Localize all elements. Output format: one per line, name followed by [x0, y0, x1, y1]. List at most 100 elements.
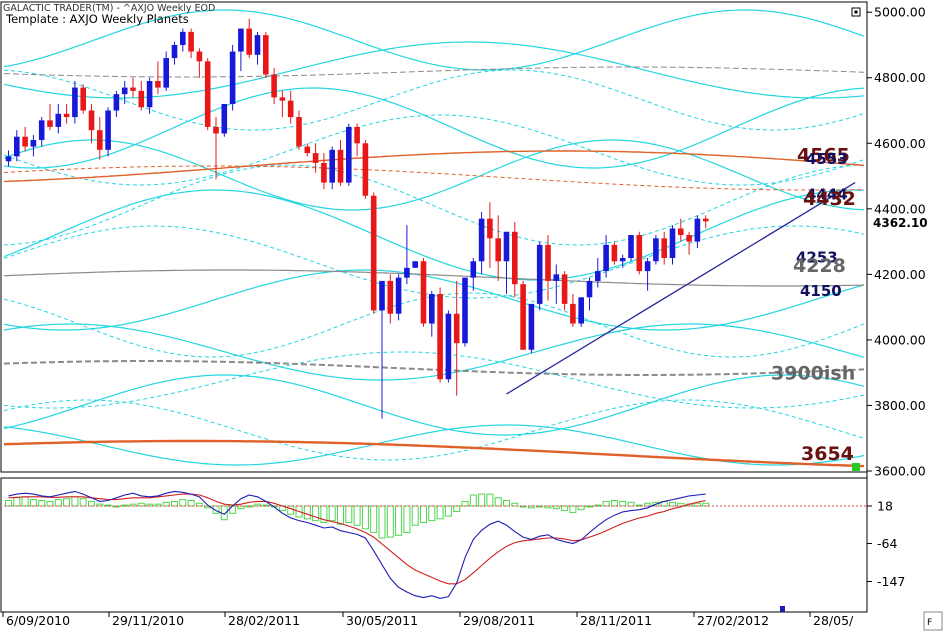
candle-body — [271, 74, 277, 98]
green-marker-icon — [852, 463, 860, 471]
candle — [470, 257, 477, 291]
candle-body — [287, 100, 294, 118]
candle-body — [171, 44, 178, 59]
planet-curve — [4, 374, 865, 436]
candle — [121, 81, 128, 104]
histogram-bar — [527, 505, 535, 509]
candle — [362, 140, 369, 199]
candle-body — [694, 218, 701, 242]
candle — [603, 235, 609, 278]
candle-body — [47, 120, 53, 127]
candle-body — [395, 277, 402, 314]
candle — [453, 280, 460, 396]
y-tick-label: 4600.00 — [874, 136, 926, 151]
candle-body — [478, 218, 485, 262]
candle — [329, 146, 335, 190]
candle — [379, 280, 385, 419]
candle — [536, 241, 543, 311]
candle-body — [180, 31, 186, 45]
level-annotation: 4228 — [793, 255, 846, 277]
candle — [155, 61, 161, 95]
candle — [661, 231, 667, 265]
planet-curve — [4, 87, 865, 169]
candle-body — [105, 110, 111, 150]
candle-body — [238, 28, 244, 52]
level-annotation: 4432 — [803, 188, 856, 210]
candle-body — [595, 271, 601, 281]
candle-body — [503, 231, 510, 262]
candle — [97, 117, 103, 160]
histogram-bar — [602, 500, 610, 507]
histogram-bar — [644, 502, 652, 507]
y-tick-label: 4200.00 — [874, 267, 926, 282]
candle — [105, 107, 111, 157]
candle-body — [155, 81, 161, 88]
candle-body — [470, 261, 477, 278]
candle-body — [536, 244, 543, 304]
candle — [14, 130, 20, 162]
candle-body — [14, 136, 20, 157]
level-annotation: 4253 — [796, 248, 838, 266]
candle-body — [611, 244, 618, 262]
candle — [188, 28, 194, 59]
candle — [22, 126, 28, 152]
corner-box — [923, 611, 943, 631]
y-tick-label: 5000.00 — [874, 5, 926, 20]
candle — [254, 31, 261, 65]
candle — [196, 48, 203, 78]
candle — [171, 41, 178, 65]
osc-y-tick-label: -147 — [877, 574, 905, 589]
candle-body — [130, 87, 136, 91]
histogram-bar — [96, 503, 104, 507]
candle-body — [279, 97, 286, 101]
x-tick-label: 28/11/2011 — [580, 613, 652, 628]
histogram-bar — [303, 505, 311, 520]
candle-body — [146, 81, 153, 108]
candle-body — [138, 90, 145, 108]
candle — [337, 140, 344, 186]
candle — [72, 81, 78, 124]
planet-curve-orange — [4, 439, 865, 468]
planet-curve-orange — [4, 165, 864, 191]
histogram-bar — [295, 505, 303, 518]
macd-line — [8, 490, 706, 599]
candle — [180, 28, 186, 52]
candle — [130, 77, 136, 98]
planet-curve — [4, 139, 865, 211]
planet-curve-gray — [4, 360, 865, 376]
candle-body — [702, 218, 709, 222]
candle-body — [578, 297, 584, 324]
level-annotation: 4565 — [797, 144, 850, 166]
candle — [678, 218, 684, 242]
histogram-bar — [320, 505, 328, 523]
candle — [5, 150, 12, 167]
candle-body — [296, 117, 302, 147]
candle-body — [669, 228, 676, 258]
candle-body — [586, 280, 593, 298]
histogram-bar — [627, 501, 635, 507]
osc-y-tick-label: 18 — [877, 499, 893, 514]
planet-curve-gray — [4, 269, 865, 287]
candle — [88, 103, 95, 144]
candle — [38, 117, 45, 147]
planet-lines-layer — [4, 9, 865, 468]
candle — [619, 254, 626, 268]
candle — [229, 44, 236, 111]
candle-body — [661, 238, 667, 258]
candle — [296, 110, 302, 150]
candle — [287, 90, 294, 124]
candle-body — [321, 162, 327, 183]
x-tick-label: 30/05/2011 — [346, 613, 418, 628]
candle-body — [346, 126, 352, 183]
candle — [412, 261, 418, 268]
candle-body — [312, 153, 319, 163]
histogram-bar — [395, 505, 403, 536]
candle-body — [329, 149, 335, 183]
candle — [636, 231, 643, 275]
candle — [445, 310, 452, 383]
candle — [462, 277, 468, 347]
candle-body — [644, 261, 651, 272]
last-price-label: 4362.10 — [873, 216, 928, 230]
